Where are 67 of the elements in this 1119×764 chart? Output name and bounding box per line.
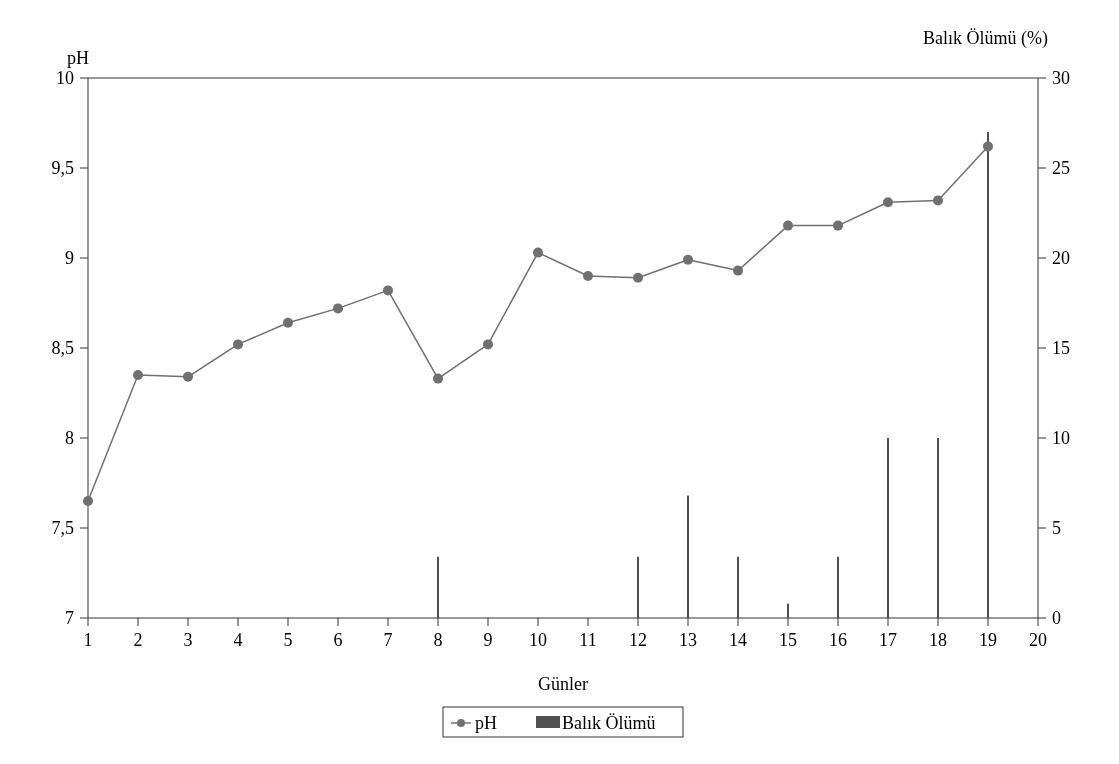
x-tick-label: 3: [183, 630, 193, 650]
y2-tick-label: 15: [1052, 338, 1070, 359]
point: [583, 271, 593, 281]
y-tick-label: 8: [65, 428, 74, 449]
y2-axis-title: Balık Ölümü (%): [923, 28, 1048, 49]
y-tick-label: 10: [56, 68, 74, 89]
point: [733, 265, 743, 276]
x-tick-label: 12: [629, 630, 647, 650]
x-tick-label: 1: [83, 630, 93, 650]
y-axis-title: pH: [67, 48, 89, 68]
x-tick-label: 19: [979, 630, 997, 650]
point: [633, 272, 643, 283]
x-tick-label: 4: [233, 630, 243, 650]
y-tick-label: 7: [65, 608, 74, 629]
y-tick-label: 7,5: [51, 518, 74, 539]
bar: [837, 556, 839, 618]
y-tick-label: 9: [65, 248, 74, 269]
x-tick-label: 5: [283, 630, 293, 650]
point: [533, 247, 543, 258]
x-tick-label: 20: [1029, 630, 1047, 650]
bar: [787, 603, 789, 618]
bar: [887, 438, 889, 618]
bar: [987, 132, 989, 618]
y2-tick-label: 5: [1052, 518, 1061, 539]
legend-label: Balık Ölümü: [562, 713, 656, 734]
y2-tick-label: 20: [1052, 248, 1070, 269]
bar: [437, 556, 439, 618]
y2-tick-label: 10: [1052, 428, 1070, 449]
point: [83, 496, 93, 506]
x-tick-label: 9: [483, 630, 493, 650]
point: [933, 195, 943, 206]
x-tick-label: 17: [879, 630, 897, 650]
point: [283, 317, 293, 328]
x-tick-label: 6: [333, 630, 343, 650]
point: [233, 339, 243, 350]
point: [483, 339, 493, 350]
bar: [637, 556, 639, 618]
x-tick-label: 16: [829, 630, 847, 650]
x-tick-label: 11: [579, 630, 597, 650]
x-tick-label: 10: [529, 630, 547, 650]
y-tick-label: 8,5: [51, 338, 74, 359]
x-tick-label: 2: [133, 630, 143, 650]
y2-tick-label: 30: [1052, 68, 1070, 89]
x-tick-label: 18: [929, 630, 947, 650]
point: [383, 285, 393, 296]
point: [683, 254, 693, 265]
y-tick-label: 9,5: [51, 158, 74, 179]
x-tick-label: 15: [779, 630, 797, 650]
y2-tick-label: 25: [1052, 158, 1070, 179]
point: [433, 373, 443, 384]
x-axis-title: Günler: [538, 674, 588, 694]
point: [983, 141, 993, 152]
y2-tick-label: 0: [1052, 608, 1061, 629]
point: [183, 371, 193, 382]
x-tick-label: 13: [679, 630, 697, 650]
bar: [737, 556, 739, 618]
x-tick-label: 14: [729, 630, 747, 650]
x-tick-label: 8: [433, 630, 443, 650]
bar: [687, 495, 689, 618]
point: [133, 370, 143, 380]
point: [783, 220, 793, 231]
point: [833, 220, 843, 231]
x-tick-label: 7: [383, 630, 393, 650]
point: [333, 303, 343, 314]
legend-label: pH: [475, 713, 497, 734]
point: [883, 197, 893, 208]
bar: [937, 438, 939, 618]
